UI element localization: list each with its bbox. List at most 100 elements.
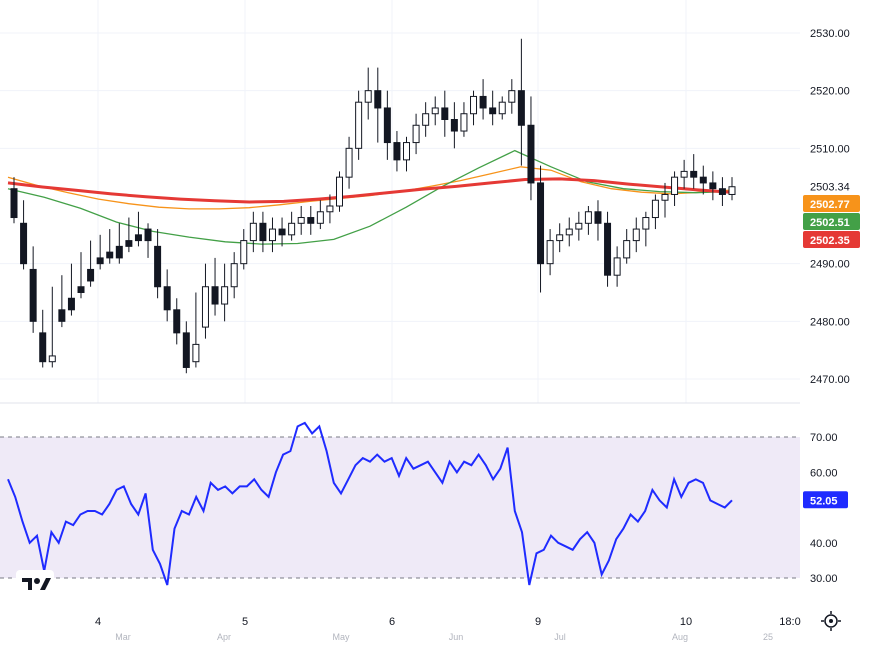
candle-body [460, 113, 468, 132]
candle-body [134, 234, 142, 242]
candle-body [29, 268, 37, 322]
candle [403, 136, 411, 172]
candle [182, 321, 190, 374]
candle [58, 275, 66, 328]
rsi-axis[interactable]: 70.00 60.00 40.00 30.00 52.05 [803, 432, 848, 585]
badge-bg [803, 195, 860, 212]
badge-value: 2502.51 [810, 217, 850, 229]
candle-body [240, 240, 248, 265]
badge-ma-orange: 2502.77 [803, 195, 860, 212]
candle-body [489, 107, 497, 115]
candle [450, 102, 458, 149]
time-tick-label: 6 [389, 616, 395, 628]
time-tick-label: 10 [680, 616, 692, 628]
candle [680, 159, 688, 189]
tradingview-logo-icon[interactable] [16, 570, 54, 598]
candle-body [422, 113, 430, 126]
candle [556, 223, 564, 253]
candle [364, 67, 372, 120]
candle [537, 165, 545, 293]
candle [517, 38, 525, 166]
candle [106, 229, 114, 264]
settings-gear-icon[interactable] [821, 611, 841, 631]
candle [67, 263, 75, 316]
candle-body [412, 124, 420, 144]
candle [699, 165, 707, 195]
candle-body [671, 176, 679, 195]
candle [268, 217, 276, 253]
time-axis[interactable]: 4 5 6 9 10 18:0 Mar Apr May Jun Jul Aug 25 [95, 616, 801, 642]
candle-body [431, 107, 439, 115]
candle [87, 240, 95, 287]
candle [307, 206, 315, 235]
candle [192, 292, 200, 368]
candle-body [699, 176, 707, 184]
candle-body [106, 251, 114, 259]
candle-body [441, 107, 449, 120]
time-tick-label: 9 [535, 616, 541, 628]
candle-body [393, 142, 401, 161]
rsi-band [0, 436, 800, 579]
candle [211, 257, 219, 316]
candle [125, 217, 133, 253]
candle-body [96, 257, 104, 265]
rsi-last-badge: 52.05 [803, 491, 848, 509]
candle [422, 102, 430, 137]
candle [144, 223, 152, 258]
candle-body [249, 222, 257, 242]
price-tick-label: 2470.00 [810, 374, 850, 386]
rsi-band-fill [0, 437, 800, 578]
candle [383, 90, 391, 160]
candle [335, 171, 343, 212]
time-sublabel: 25 [763, 632, 773, 642]
candle-body [565, 228, 573, 236]
candle [134, 211, 142, 247]
price-axis[interactable]: 2530.00 2520.00 2510.00 2490.00 2480.00 2470.… [810, 28, 850, 386]
badge-value: 2502.77 [810, 199, 850, 211]
time-sublabel: Aug [672, 632, 688, 642]
candle [173, 298, 181, 345]
rsi-badge-bg [803, 491, 848, 509]
candle [632, 217, 640, 253]
badge-bg [803, 213, 860, 230]
candle [278, 217, 286, 247]
price-tick-label: 2520.00 [810, 86, 850, 98]
candle [39, 309, 47, 368]
candle [163, 269, 171, 322]
candle-body [517, 90, 525, 126]
candle-body [498, 101, 506, 115]
candle-body [268, 228, 276, 242]
candle [230, 252, 238, 299]
candle [613, 246, 621, 287]
time-tick-label: 5 [242, 616, 248, 628]
rsi-badge-value: 52.05 [810, 495, 838, 507]
candle [393, 131, 401, 172]
candle-body [403, 142, 411, 161]
candle [661, 182, 669, 218]
candle-body [230, 263, 238, 288]
candle [154, 229, 162, 299]
candle [431, 96, 439, 126]
candle-body [173, 309, 181, 334]
candle-body [680, 170, 688, 178]
badge-bg [803, 231, 860, 248]
candle [316, 200, 324, 230]
rsi-tick-label: 40.00 [810, 538, 838, 550]
candle-body [527, 124, 535, 184]
candle [527, 96, 535, 201]
candlestick-series [10, 38, 736, 374]
candle [479, 79, 487, 120]
candle-body [584, 211, 592, 224]
candle-body [642, 217, 650, 230]
candle-body [58, 309, 66, 322]
candle [20, 200, 28, 270]
candle-body [20, 222, 28, 265]
candle [326, 194, 334, 224]
candle [48, 286, 56, 368]
candle [288, 211, 296, 241]
candle-body [259, 222, 267, 242]
candle-body [613, 257, 621, 276]
time-tick-label: 18:0 [779, 616, 800, 628]
candle [297, 206, 305, 235]
